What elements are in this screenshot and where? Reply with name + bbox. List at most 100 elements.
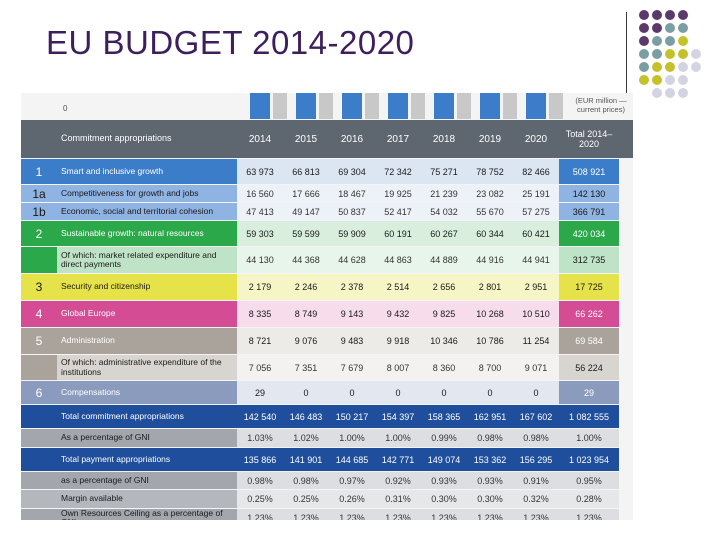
row-index: 1a xyxy=(21,185,57,202)
row-value-2015: 9 076 xyxy=(283,328,329,354)
decorative-dot xyxy=(665,88,675,98)
row-value-2019: 55 670 xyxy=(467,203,513,220)
column-stub xyxy=(480,93,500,119)
table-row: Of which: market related expenditure and… xyxy=(21,247,633,273)
table-row: 2 Sustainable growth: natural resources 59… xyxy=(21,221,633,246)
budget-table: 0 (EUR million — current prices) Commitm… xyxy=(21,93,633,520)
row-value-2020: 0.91% xyxy=(513,472,559,489)
row-value-2015: 7 351 xyxy=(283,355,329,380)
row-value-2018: 1.23% xyxy=(421,509,467,520)
unit-note: (EUR million — current prices) xyxy=(575,96,627,114)
row-value-2015: 44 368 xyxy=(283,247,329,273)
row-value-2020: 44 941 xyxy=(513,247,559,273)
row-index xyxy=(21,355,57,380)
row-value-2017: 142 771 xyxy=(375,448,421,471)
row-label: Smart and inclusive growth xyxy=(57,159,237,184)
row-value-2016: 18 467 xyxy=(329,185,375,202)
row-value-2015: 17 666 xyxy=(283,185,329,202)
row-total: 1.00% xyxy=(559,429,619,447)
row-value-2014: 1.23% xyxy=(237,509,283,520)
decorative-dot xyxy=(652,10,662,20)
row-value-2017: 154 397 xyxy=(375,405,421,428)
row-value-2019: 0.98% xyxy=(467,429,513,447)
row-label: Total payment appropriations xyxy=(57,448,237,471)
row-total: 1.23% xyxy=(559,509,619,520)
row-value-2017: 1.23% xyxy=(375,509,421,520)
row-value-2019: 1.23% xyxy=(467,509,513,520)
row-value-2020: 60 421 xyxy=(513,221,559,246)
row-total: 17 725 xyxy=(559,274,619,300)
row-value-2017: 1.00% xyxy=(375,429,421,447)
row-value-2016: 1.23% xyxy=(329,509,375,520)
decorative-dot xyxy=(665,10,675,20)
row-index xyxy=(21,509,57,520)
row-value-2017: 60 191 xyxy=(375,221,421,246)
row-index: 4 xyxy=(21,301,57,327)
row-index xyxy=(21,490,57,508)
row-value-2016: 2 378 xyxy=(329,274,375,300)
row-value-2014: 7 056 xyxy=(237,355,283,380)
row-value-2016: 0 xyxy=(329,381,375,404)
table-row: 1 Smart and inclusive growth 63 973 66 813 6… xyxy=(21,159,633,184)
row-total: 56 224 xyxy=(559,355,619,380)
row-total: 1 082 555 xyxy=(559,405,619,428)
table-row: Margin available 0.25% 0.25% 0.26% 0.31% 0.30… xyxy=(21,490,633,508)
row-index xyxy=(21,247,57,273)
row-value-2020: 10 510 xyxy=(513,301,559,327)
row-value-2015: 66 813 xyxy=(283,159,329,184)
row-value-2019: 44 916 xyxy=(467,247,513,273)
row-value-2014: 29 xyxy=(237,381,283,404)
decorative-dot xyxy=(665,49,675,59)
row-value-2020: 0.98% xyxy=(513,429,559,447)
row-label: Own Resources Ceiling as a percentage of… xyxy=(57,509,237,520)
table-header-row: Commitment appropriations 2014 2015 2016 201… xyxy=(21,120,633,158)
decorative-divider xyxy=(626,12,627,117)
row-value-2018: 54 032 xyxy=(421,203,467,220)
row-value-2014: 0.25% xyxy=(237,490,283,508)
table-row: 1a Competitiveness for growth and jobs 16 … xyxy=(21,185,633,202)
column-stub xyxy=(457,93,471,119)
row-label: Security and citizenship xyxy=(57,274,237,300)
row-index xyxy=(21,429,57,447)
decorative-dot xyxy=(652,49,662,59)
row-value-2014: 0.98% xyxy=(237,472,283,489)
column-stub xyxy=(526,93,546,119)
row-label: Of which: administrative expenditure of … xyxy=(57,355,237,380)
table-row: 3 Security and citizenship 2 179 2 246 2 378… xyxy=(21,274,633,300)
decorative-dot xyxy=(665,62,675,72)
column-stub-strip: 0 (EUR million — current prices) xyxy=(21,93,633,119)
row-value-2015: 49 147 xyxy=(283,203,329,220)
decorative-dot xyxy=(678,62,688,72)
header-year-2014: 2014 xyxy=(237,120,283,158)
row-value-2018: 0.30% xyxy=(421,490,467,508)
table-row: Total payment appropriations 135 866 141 9… xyxy=(21,448,633,471)
decorative-dot xyxy=(652,36,662,46)
row-value-2019: 2 801 xyxy=(467,274,513,300)
table-row: Own Resources Ceiling as a percentage of… xyxy=(21,509,633,520)
row-value-2016: 7 679 xyxy=(329,355,375,380)
row-label: as a percentage of GNI xyxy=(57,472,237,489)
table-row: Of which: administrative expenditure of … xyxy=(21,355,633,380)
row-value-2015: 141 901 xyxy=(283,448,329,471)
header-year-2017: 2017 xyxy=(375,120,421,158)
row-total: 0.28% xyxy=(559,490,619,508)
row-value-2020: 0.32% xyxy=(513,490,559,508)
row-index xyxy=(21,405,57,428)
row-value-2019: 10 268 xyxy=(467,301,513,327)
row-label: Compensations xyxy=(57,381,237,404)
row-label: Margin available xyxy=(57,490,237,508)
decorative-dot xyxy=(678,88,688,98)
row-value-2016: 150 217 xyxy=(329,405,375,428)
table-row: as a percentage of GNI 0.98% 0.98% 0.97% 0.9… xyxy=(21,472,633,489)
row-label: Total commitment appropriations xyxy=(57,405,237,428)
row-value-2016: 44 628 xyxy=(329,247,375,273)
column-stub xyxy=(296,93,316,119)
row-value-2015: 1.23% xyxy=(283,509,329,520)
row-value-2014: 47 413 xyxy=(237,203,283,220)
row-index xyxy=(21,448,57,471)
row-value-2019: 8 700 xyxy=(467,355,513,380)
row-value-2016: 0.97% xyxy=(329,472,375,489)
row-value-2017: 0.31% xyxy=(375,490,421,508)
row-value-2016: 59 909 xyxy=(329,221,375,246)
column-stub xyxy=(342,93,362,119)
